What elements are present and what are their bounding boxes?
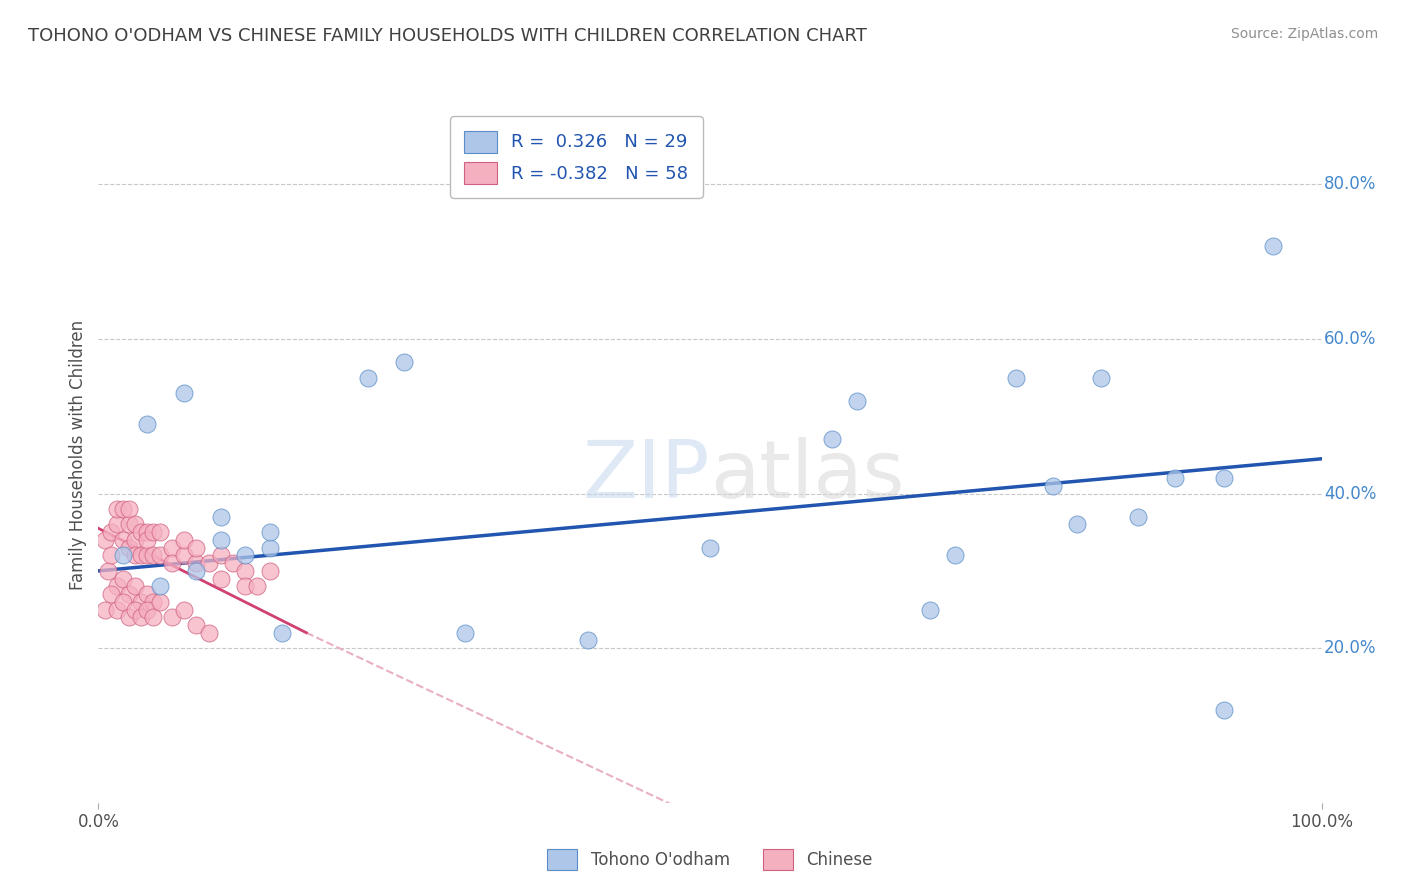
Point [356, 370, 378, 384]
Text: 60.0%: 60.0% [1324, 330, 1376, 348]
Point [142, 610, 165, 624]
Point [259, 541, 281, 555]
Point [1261, 239, 1284, 253]
Point [246, 579, 269, 593]
Text: 20.0%: 20.0% [1324, 640, 1376, 657]
Point [142, 595, 165, 609]
Text: ZIP: ZIP [582, 437, 710, 515]
Point [149, 579, 172, 593]
Point [129, 595, 152, 609]
Point [93, 533, 115, 547]
Point [100, 549, 122, 563]
Point [142, 525, 165, 540]
Text: Source: ZipAtlas.com: Source: ZipAtlas.com [1230, 27, 1378, 41]
Point [821, 433, 844, 447]
Point [111, 572, 134, 586]
Point [1164, 471, 1187, 485]
Point [149, 595, 172, 609]
Point [1090, 370, 1112, 384]
Point [111, 533, 134, 547]
Point [173, 386, 195, 401]
Point [111, 595, 134, 609]
Point [197, 625, 219, 640]
Point [270, 625, 294, 640]
Text: TOHONO O'ODHAM VS CHINESE FAMILY HOUSEHOLDS WITH CHILDREN CORRELATION CHART: TOHONO O'ODHAM VS CHINESE FAMILY HOUSEHO… [28, 27, 868, 45]
Point [186, 618, 208, 632]
Point [1212, 703, 1234, 717]
Point [136, 549, 159, 563]
Point [105, 502, 128, 516]
Point [118, 502, 141, 516]
Point [699, 541, 721, 555]
Point [845, 393, 868, 408]
Point [1004, 370, 1026, 384]
Point [142, 549, 165, 563]
Point [111, 502, 134, 516]
Point [209, 533, 232, 547]
Point [129, 549, 152, 563]
Point [1042, 479, 1064, 493]
Point [233, 579, 256, 593]
Point [233, 549, 256, 563]
Point [93, 602, 115, 616]
Point [124, 579, 146, 593]
Point [136, 587, 159, 601]
Point [233, 564, 256, 578]
Point [124, 533, 146, 547]
Point [105, 602, 128, 616]
Point [100, 587, 122, 601]
Point [105, 579, 128, 593]
Point [1066, 517, 1088, 532]
Point [186, 556, 208, 570]
Point [118, 541, 141, 555]
Point [160, 541, 183, 555]
Point [129, 610, 152, 624]
Point [118, 587, 141, 601]
Point [105, 517, 128, 532]
Point [97, 564, 120, 578]
Point [124, 549, 146, 563]
Point [118, 517, 141, 532]
Point [197, 556, 219, 570]
Point [100, 525, 122, 540]
Point [136, 417, 159, 431]
Point [920, 602, 942, 616]
Text: atlas: atlas [710, 437, 904, 515]
Point [136, 533, 159, 547]
Point [259, 564, 281, 578]
Legend: Tohono O'odham, Chinese: Tohono O'odham, Chinese [538, 841, 882, 878]
Point [136, 525, 159, 540]
Point [149, 549, 172, 563]
Point [173, 602, 195, 616]
Point [160, 556, 183, 570]
Point [392, 355, 416, 369]
Point [111, 549, 134, 563]
Point [118, 610, 141, 624]
Y-axis label: Family Households with Children: Family Households with Children [69, 320, 87, 590]
Point [454, 625, 477, 640]
Point [173, 549, 195, 563]
Text: 40.0%: 40.0% [1324, 484, 1376, 502]
Point [124, 517, 146, 532]
Point [124, 602, 146, 616]
Point [209, 549, 232, 563]
Point [136, 602, 159, 616]
Point [129, 525, 152, 540]
Point [943, 549, 966, 563]
Point [209, 572, 232, 586]
Text: 80.0%: 80.0% [1324, 176, 1376, 194]
Point [222, 556, 245, 570]
Point [173, 533, 195, 547]
Point [576, 633, 599, 648]
Point [209, 509, 232, 524]
Point [259, 525, 281, 540]
Point [186, 541, 208, 555]
Point [149, 525, 172, 540]
Point [160, 610, 183, 624]
Point [186, 564, 208, 578]
Point [1128, 509, 1150, 524]
Point [1212, 471, 1234, 485]
